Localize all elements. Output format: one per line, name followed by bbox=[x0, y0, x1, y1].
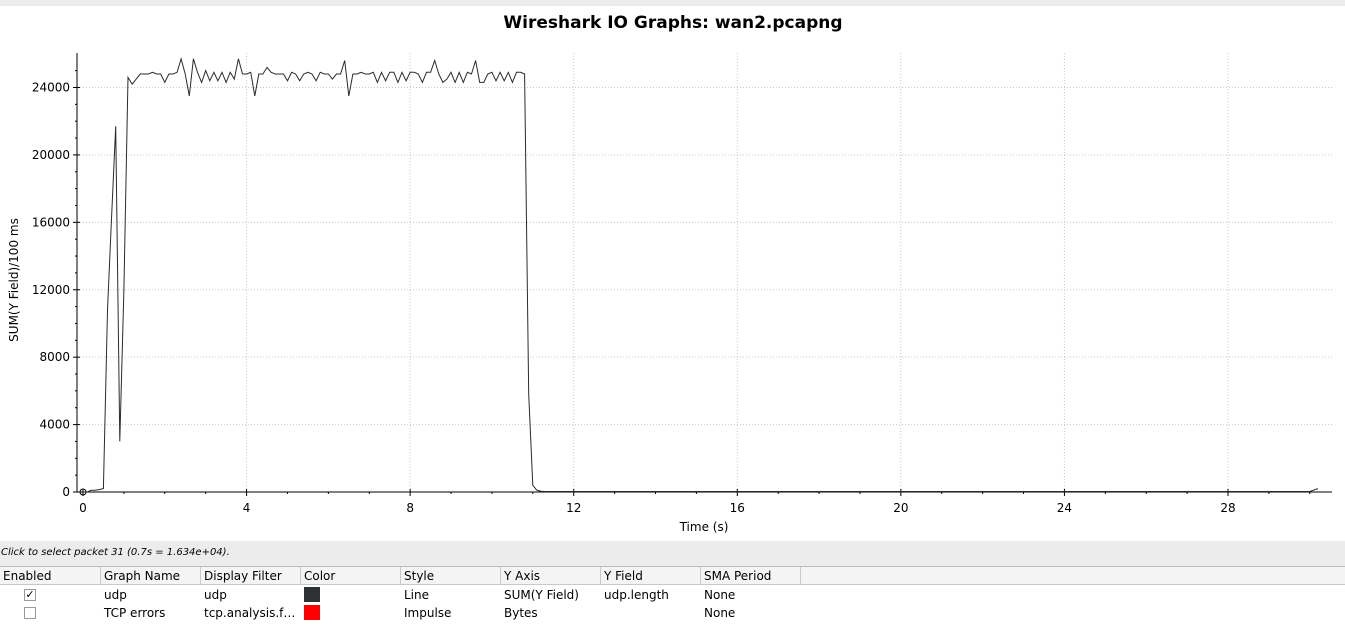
header-sma-period[interactable]: SMA Period bbox=[701, 567, 801, 585]
style-cell[interactable]: Line bbox=[404, 588, 430, 602]
y-field-cell[interactable]: udp.length bbox=[604, 588, 669, 602]
x-tick-label: 20 bbox=[893, 501, 908, 515]
x-tick-label: 24 bbox=[1057, 501, 1072, 515]
display-filter-cell[interactable]: udp bbox=[204, 588, 227, 602]
y-tick-label: 20000 bbox=[32, 148, 70, 162]
table-row-udp[interactable]: ✓ udp udp Line SUM(Y Field) udp.length N… bbox=[0, 586, 1345, 604]
y-tick-label: 24000 bbox=[32, 81, 70, 95]
graph-name-cell[interactable]: TCP errors bbox=[104, 606, 166, 620]
status-bar: Click to select packet 31 (0.7s = 1.634e… bbox=[0, 541, 1345, 565]
header-display-filter[interactable]: Display Filter bbox=[201, 567, 301, 585]
x-tick-label: 16 bbox=[730, 501, 745, 515]
header-color[interactable]: Color bbox=[301, 567, 401, 585]
x-tick-label: 0 bbox=[79, 501, 87, 515]
display-filter-cell[interactable]: tcp.analysis.f… bbox=[204, 606, 296, 620]
chart-title: Wireshark IO Graphs: wan2.pcapng bbox=[503, 13, 842, 33]
series-line-udp[interactable] bbox=[83, 56, 1319, 493]
grid-lines bbox=[77, 53, 1332, 492]
series-layer bbox=[79, 56, 1319, 496]
header-y-axis[interactable]: Y Axis bbox=[501, 567, 601, 585]
x-tick-label: 28 bbox=[1220, 501, 1235, 515]
y-tick-label: 0 bbox=[62, 485, 70, 499]
y-tick-label: 16000 bbox=[32, 215, 70, 229]
x-axis-label: Time (s) bbox=[679, 520, 729, 534]
io-graph-svg[interactable]: Wireshark IO Graphs: wan2.pcapng 0400080… bbox=[0, 6, 1345, 541]
io-graph-plot[interactable]: Wireshark IO Graphs: wan2.pcapng 0 4000 80… bbox=[0, 6, 1345, 541]
y-tick-label: 12000 bbox=[32, 283, 70, 297]
axes: 0 4000 8000 12000 16000 20000 24000 0 4 8 12 16 20 24… bbox=[32, 53, 1332, 515]
sma-period-cell[interactable]: None bbox=[704, 588, 736, 602]
color-swatch[interactable] bbox=[304, 605, 320, 620]
y-field-cell[interactable] bbox=[600, 604, 604, 622]
y-tick-label: 4000 bbox=[39, 418, 70, 432]
top-strip bbox=[0, 0, 1345, 6]
x-tick-label: 8 bbox=[406, 501, 414, 515]
header-enabled[interactable]: Enabled bbox=[0, 567, 101, 585]
enabled-checkbox[interactable] bbox=[24, 607, 36, 619]
graph-table[interactable]: Enabled Graph Name Display Filter Color … bbox=[0, 566, 1345, 628]
style-cell[interactable]: Impulse bbox=[404, 606, 452, 620]
y-tick-label: 8000 bbox=[39, 350, 70, 364]
color-swatch[interactable] bbox=[304, 587, 320, 602]
y-axis-cell[interactable]: Bytes bbox=[504, 606, 538, 620]
y-axis-cell[interactable]: SUM(Y Field) bbox=[504, 588, 579, 602]
sma-period-cell[interactable]: None bbox=[704, 606, 736, 620]
enabled-checkbox[interactable]: ✓ bbox=[24, 588, 36, 601]
table-row-tcp-errors[interactable]: TCP errors tcp.analysis.f… Impulse Bytes… bbox=[0, 604, 1345, 622]
header-graph-name[interactable]: Graph Name bbox=[101, 567, 201, 585]
selected-packet-marker bbox=[79, 488, 87, 496]
header-style[interactable]: Style bbox=[401, 567, 501, 585]
x-tick-label: 4 bbox=[243, 501, 251, 515]
header-y-field[interactable]: Y Field bbox=[601, 567, 701, 585]
table-header: Enabled Graph Name Display Filter Color … bbox=[0, 567, 1345, 585]
graph-name-cell[interactable]: udp bbox=[104, 588, 127, 602]
x-tick-label: 12 bbox=[566, 501, 581, 515]
y-axis-label: SUM(Y Field)/100 ms bbox=[7, 218, 21, 342]
